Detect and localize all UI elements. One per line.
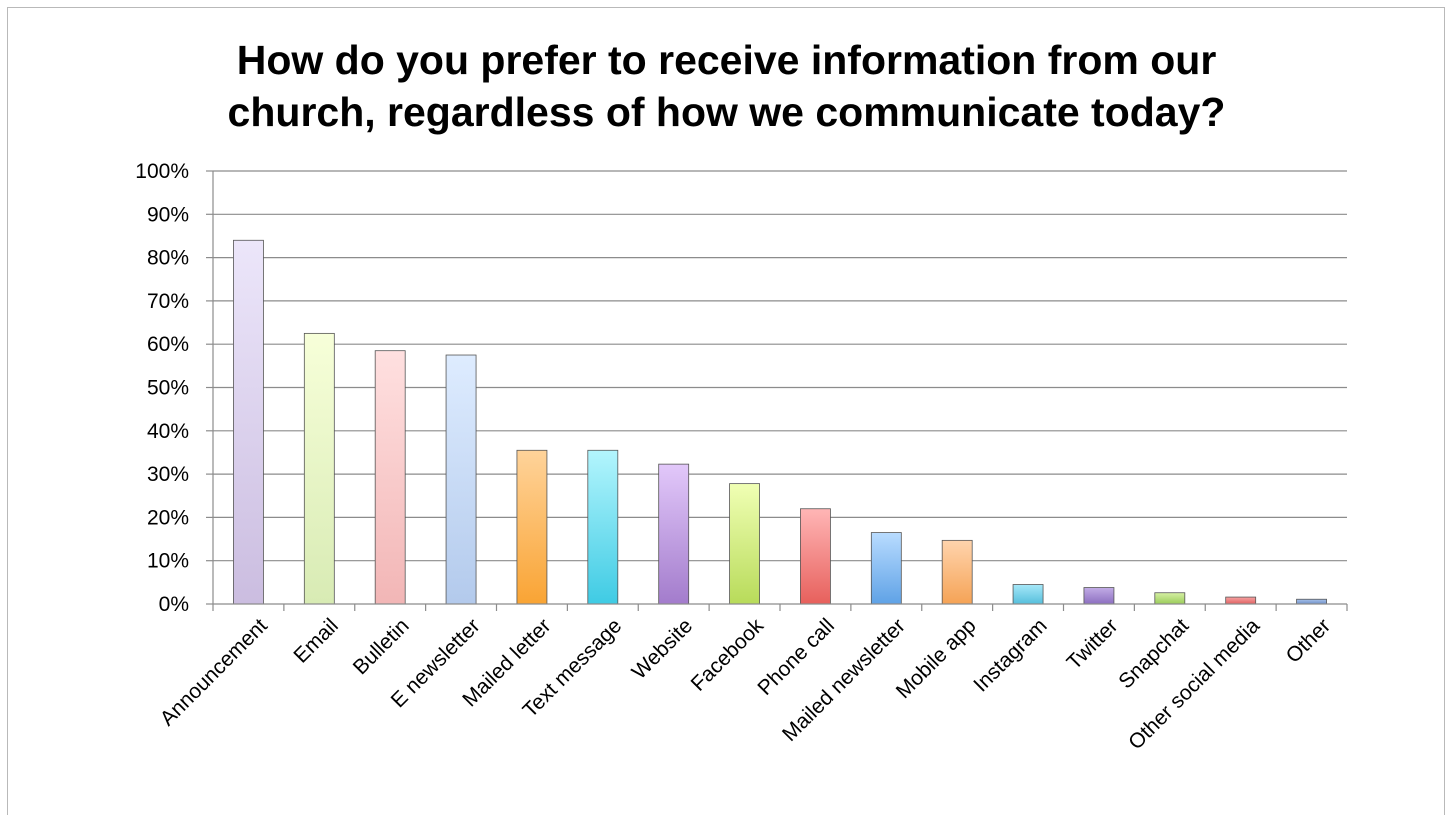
bar-mailed-letter (516, 449, 548, 605)
bar-other-social-media (1225, 596, 1257, 605)
bar-text-message (587, 449, 619, 605)
x-tick-label: Bulletin (349, 614, 414, 679)
chart-title-line-2: church, regardless of how we communicate… (227, 89, 1226, 135)
bar-mobile-app (941, 539, 973, 605)
bar-facebook (729, 483, 760, 605)
x-tick-label: Other social media (1124, 614, 1264, 754)
y-tick-label: 60% (147, 333, 189, 356)
y-tick-label: 50% (147, 377, 189, 400)
bar-instagram (1012, 584, 1044, 605)
y-tick-label: 20% (147, 506, 189, 529)
y-tick-label: 100% (135, 160, 189, 183)
x-tick-label: Announcement (156, 614, 272, 730)
y-tick-label: 80% (147, 247, 189, 270)
y-tick-label: 40% (147, 420, 189, 443)
x-tick-label: Mailed newsletter (778, 614, 910, 746)
bar-email (303, 332, 335, 605)
y-tick-label: 10% (147, 550, 189, 573)
bar-website (658, 463, 690, 605)
y-tick-label: 0% (159, 593, 189, 616)
y-tick-label: 30% (147, 463, 189, 486)
bar-twitter (1083, 587, 1115, 605)
bar-mailed-newsletter (870, 532, 902, 605)
y-tick-label: 90% (147, 203, 189, 226)
bar-announcement (233, 239, 264, 605)
axes (206, 170, 1348, 611)
bar-phone-call (800, 508, 831, 605)
bar-other (1296, 598, 1327, 605)
bar-e-newsletter (445, 354, 477, 605)
x-tick-label: Instagram (969, 614, 1051, 696)
y-tick-label: 70% (147, 290, 189, 313)
bar-snapchat (1154, 592, 1186, 605)
chart-title-line-1: How do you prefer to receive information… (236, 37, 1217, 83)
bars (233, 239, 1327, 605)
x-tick-label: Email (289, 614, 342, 667)
y-axis-ticks: 0% 10% 20% 30% 40% 50% 60% 70% 80% 90% 100% (135, 160, 189, 616)
chart-title: How do you prefer to receive information… (0, 34, 1453, 138)
x-tick-label: Website (628, 614, 698, 684)
x-tick-label: Twitter (1062, 614, 1122, 674)
x-tick-label: Other (1282, 614, 1335, 667)
bar-bulletin (374, 350, 406, 605)
